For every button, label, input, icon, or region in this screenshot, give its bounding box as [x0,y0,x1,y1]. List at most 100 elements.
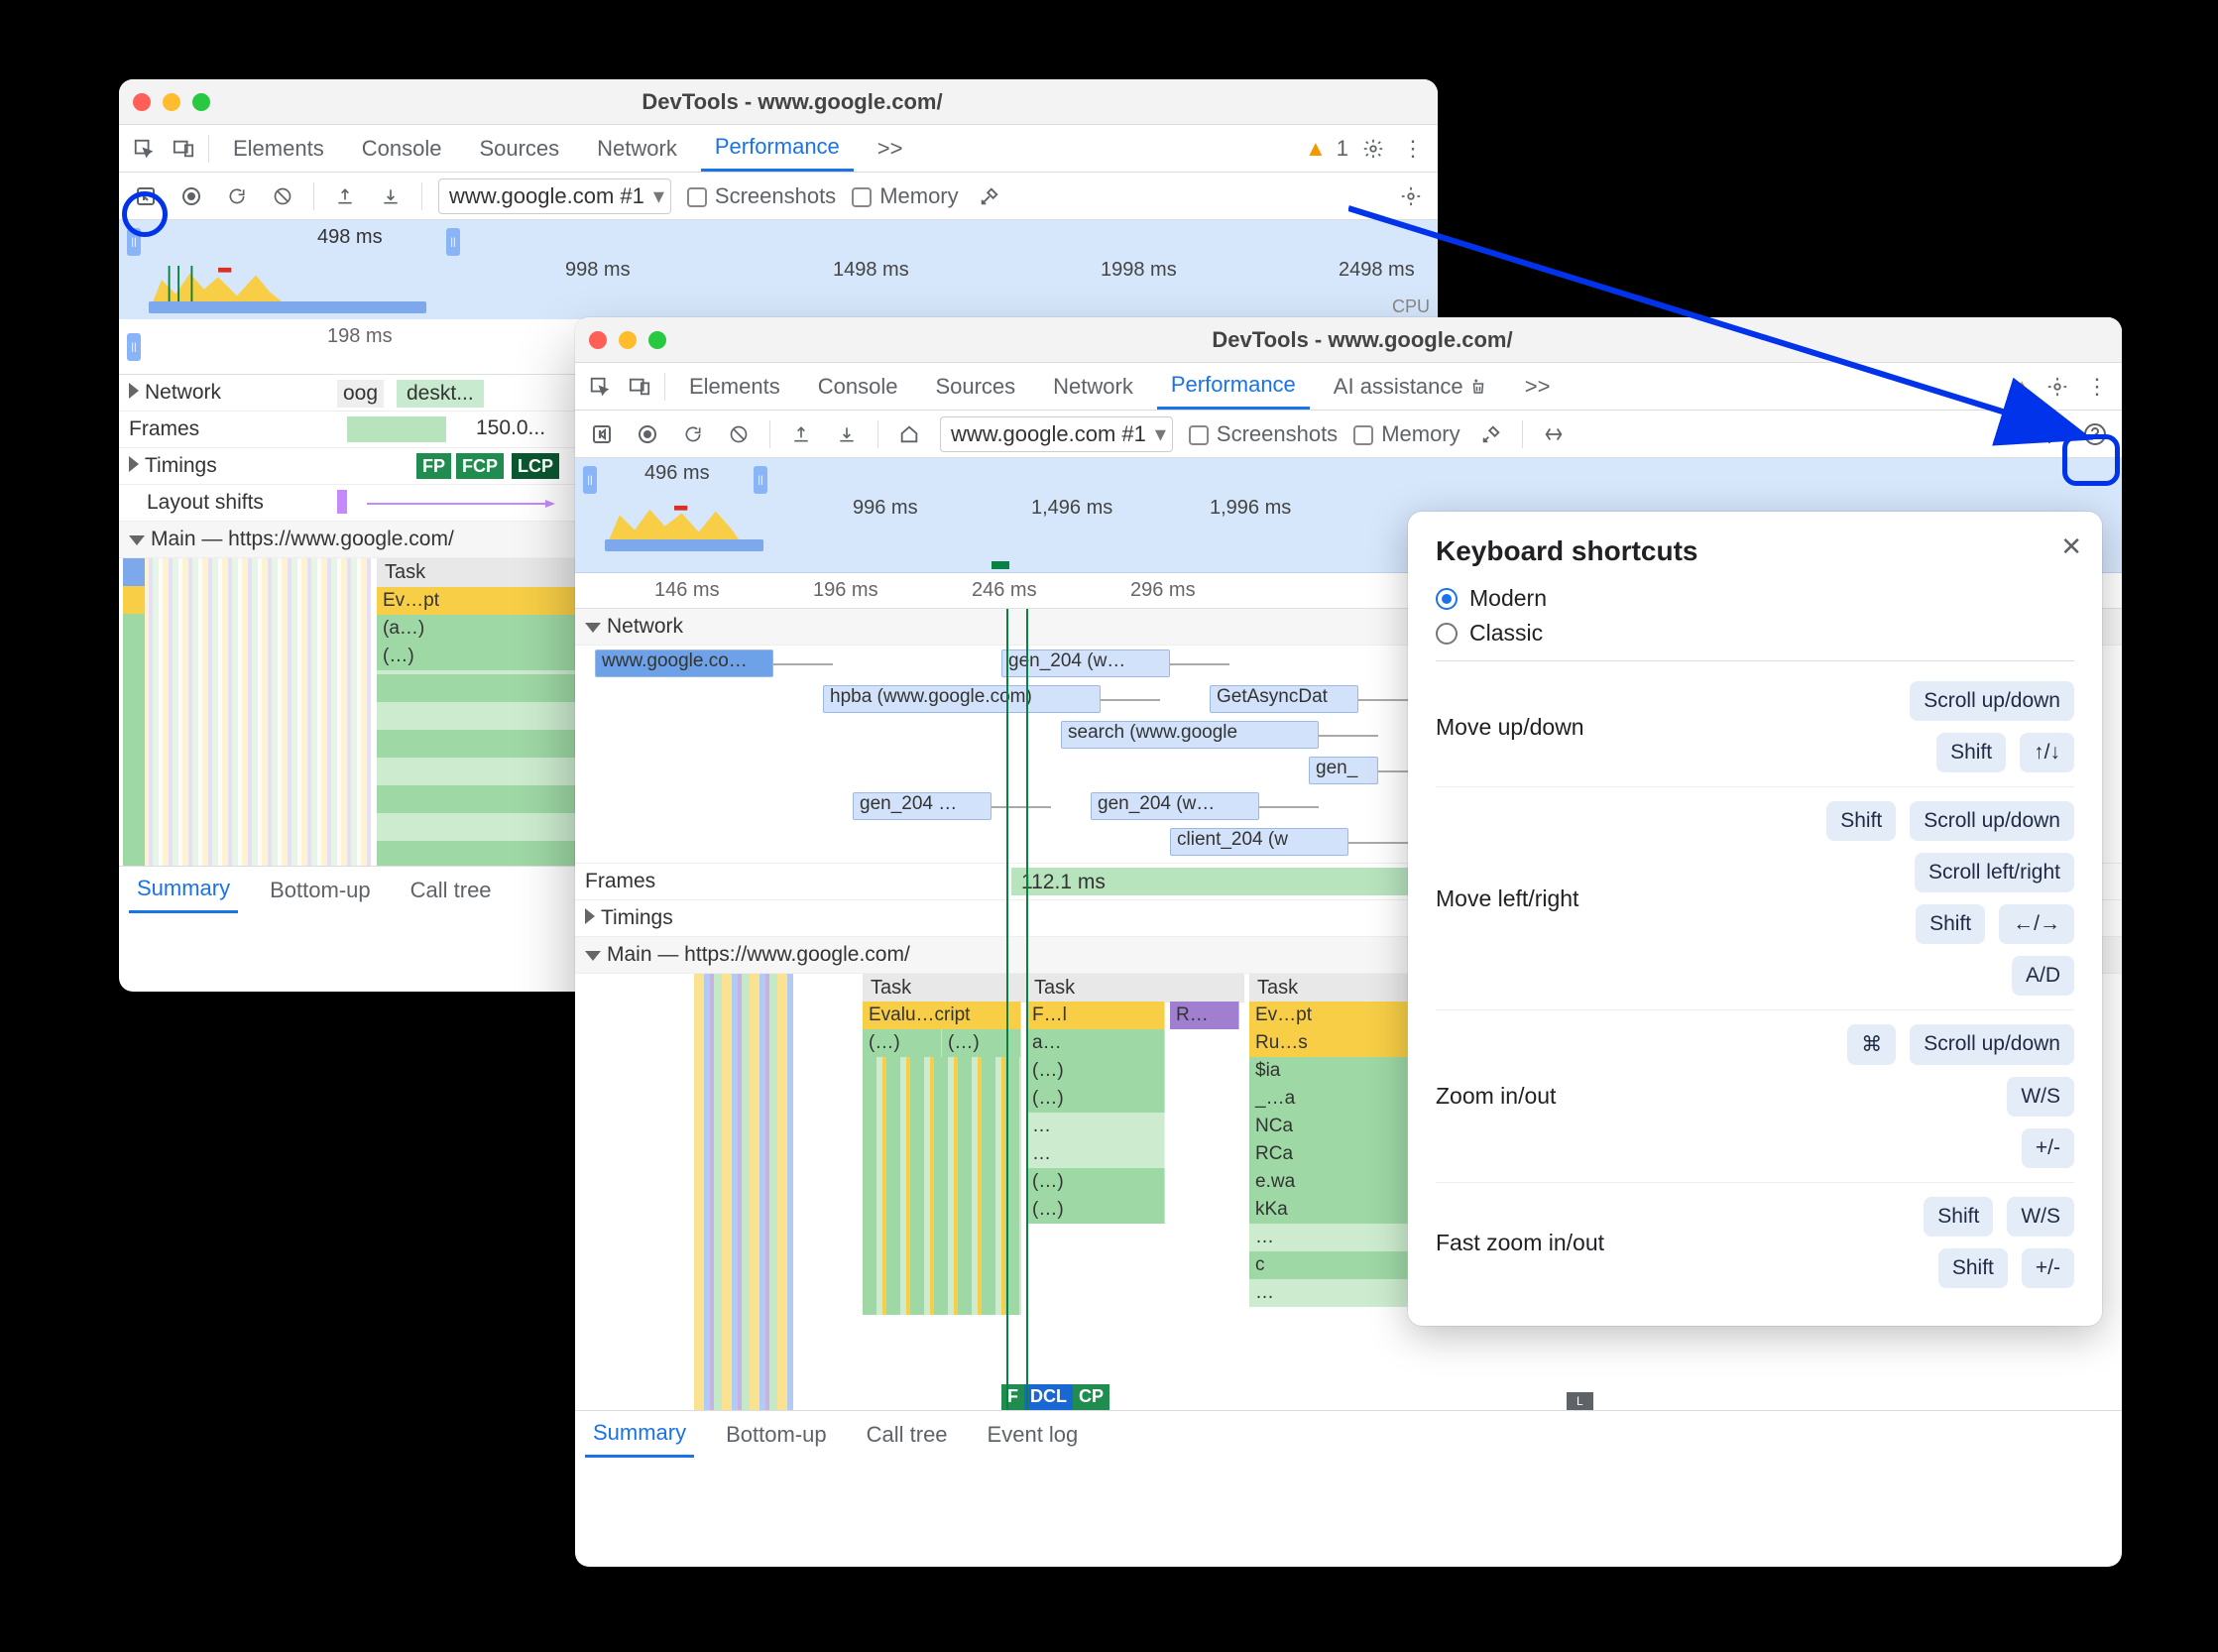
radio-modern[interactable]: Modern [1436,585,2074,612]
flame-block[interactable]: Ev…pt [1249,1002,1408,1029]
flame-block[interactable]: (…) [1026,1196,1165,1224]
net-item[interactable]: deskt... [397,380,484,408]
traffic-lights[interactable] [589,331,666,349]
warning-icon[interactable]: ▲ [1305,136,1327,162]
tab-elements[interactable]: Elements [675,363,794,410]
warning-icon[interactable]: ▲ [2011,374,2033,400]
flame-block[interactable]: NCa [1249,1113,1408,1140]
flame-block[interactable]: F…l [1026,1002,1165,1029]
settings-gear-icon[interactable] [2043,372,2072,402]
close-icon[interactable] [133,93,151,111]
flame-block[interactable]: … [1249,1279,1408,1307]
tab-performance[interactable]: Performance [1157,363,1310,410]
flame-block[interactable]: kKa [1249,1196,1408,1224]
tab-ai-assistance[interactable]: AI assistance [1320,363,1501,410]
summary-tab[interactable]: Summary [129,867,238,913]
bottomup-tab[interactable]: Bottom-up [262,867,379,913]
flame-block[interactable]: (…) [942,1029,1021,1057]
flame-block[interactable]: Evalu…cript [863,1002,1021,1029]
timeline-overview[interactable]: || 498 ms || 998 ms 1498 ms 1998 ms 2498… [119,220,1438,319]
collapse-icon[interactable] [585,623,601,633]
memory-checkbox[interactable]: Memory [1353,421,1459,447]
flame-block[interactable]: (…) [1026,1168,1165,1196]
tabs-overflow[interactable]: >> [864,125,917,172]
collapse-icon[interactable] [585,951,601,961]
eventlog-tab[interactable]: Event log [980,1411,1087,1458]
radio-classic[interactable]: Classic [1436,620,2074,647]
more-menu-icon[interactable]: ⋮ [2082,372,2112,402]
memory-checkbox[interactable]: Memory [852,183,958,209]
reload-record-icon[interactable] [678,419,708,449]
minimize-icon[interactable] [163,93,180,111]
timing-marker[interactable]: FP [416,453,451,479]
upload-icon[interactable] [330,181,360,211]
task-header[interactable]: Task [1249,974,1408,1003]
tab-network[interactable]: Network [1039,363,1147,410]
record-toggle-icon[interactable] [131,181,161,211]
network-bar[interactable]: client_204 (w [1170,828,1348,856]
dock-icon[interactable] [1539,419,1569,449]
task-header[interactable]: Task [1026,974,1244,1003]
tab-sources[interactable]: Sources [921,363,1029,410]
collapse-icon[interactable] [129,535,145,545]
close-icon[interactable]: ✕ [2060,531,2082,562]
minimize-icon[interactable] [619,331,637,349]
network-bar[interactable]: GetAsyncDat [1210,685,1358,713]
more-menu-icon[interactable]: ⋮ [1398,134,1428,164]
reload-record-icon[interactable] [222,181,252,211]
network-bar[interactable]: hpba (www.google.com) [823,685,1101,713]
flame-block[interactable]: Ru…s [1249,1029,1408,1057]
network-bar[interactable]: gen_ [1309,757,1378,784]
network-bar[interactable]: search (www.google [1061,721,1319,749]
capture-settings-gear-icon[interactable] [1396,181,1426,211]
device-toggle-icon[interactable] [625,372,654,402]
network-bar[interactable]: gen_204 (w… [1091,792,1259,820]
radio-icon[interactable] [1436,588,1458,610]
range-handle-left[interactable]: || [127,228,141,256]
tab-elements[interactable]: Elements [219,125,338,172]
expand-icon[interactable] [585,908,595,924]
range-handle-right[interactable]: || [446,228,460,256]
maximize-icon[interactable] [648,331,666,349]
tab-console[interactable]: Console [348,125,456,172]
screenshots-checkbox[interactable]: Screenshots [1189,421,1338,447]
home-icon[interactable] [894,419,924,449]
flame-block[interactable]: R… [1170,1002,1239,1029]
gc-icon[interactable] [1476,419,1506,449]
tabs-overflow[interactable]: >> [1511,363,1565,410]
flame-block[interactable]: a… [1026,1029,1165,1057]
range-handle-right[interactable]: || [754,466,767,494]
clear-icon[interactable] [268,181,297,211]
flame-block[interactable]: _…a [1249,1085,1408,1113]
calltree-tab[interactable]: Call tree [859,1411,956,1458]
recording-select[interactable]: www.google.com #1 [940,416,1173,452]
inspect-icon[interactable] [585,372,615,402]
bottomup-tab[interactable]: Bottom-up [718,1411,835,1458]
record-icon[interactable] [633,419,662,449]
summary-tab[interactable]: Summary [585,1411,694,1458]
record-icon[interactable] [176,181,206,211]
capture-settings-gear-icon[interactable] [2035,419,2064,449]
traffic-lights[interactable] [133,93,210,111]
tab-network[interactable]: Network [583,125,691,172]
range-handle-left[interactable]: || [583,466,597,494]
gc-icon[interactable] [975,181,1004,211]
clear-icon[interactable] [724,419,754,449]
flame-block[interactable]: $ia [1249,1057,1408,1085]
download-icon[interactable] [832,419,862,449]
flame-block[interactable]: e.wa [1249,1168,1408,1196]
ruler-handle-left[interactable]: || [127,333,141,361]
recording-select[interactable]: www.google.com #1 [438,178,671,214]
upload-icon[interactable] [786,419,816,449]
flame-block[interactable]: (…) [863,1029,942,1057]
screenshots-checkbox[interactable]: Screenshots [687,183,836,209]
calltree-tab[interactable]: Call tree [403,867,500,913]
expand-icon[interactable] [129,456,139,472]
flame-block[interactable]: RCa [1249,1140,1408,1168]
help-icon[interactable] [2080,419,2110,449]
network-bar[interactable]: gen_204 … [853,792,992,820]
download-icon[interactable] [376,181,406,211]
radio-icon[interactable] [1436,623,1458,645]
close-icon[interactable] [589,331,607,349]
maximize-icon[interactable] [192,93,210,111]
